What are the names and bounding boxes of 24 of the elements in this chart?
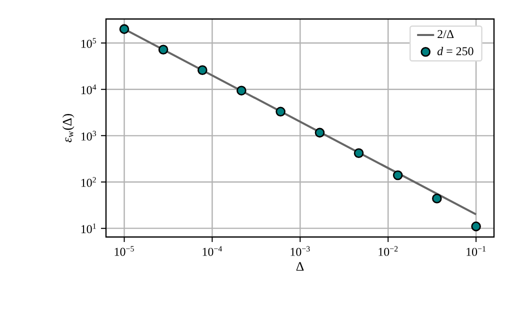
point	[354, 148, 364, 158]
y-tick-label: 10$^{3}$	[81, 130, 96, 141]
x-tick-label: 10$^{−5}$	[114, 246, 134, 256]
x-tick-label: 10$^{−4}$	[202, 246, 222, 256]
x-tick-label: 10$^{−1}$	[466, 246, 486, 256]
y-tick-label: 10$^{2}$	[81, 177, 96, 187]
legend-label: d = 250	[437, 46, 474, 56]
x-axis-title: Δ	[296, 262, 304, 271]
point	[471, 222, 481, 232]
x-tick-label: 10$^{−2}$	[378, 246, 398, 256]
point	[432, 194, 442, 204]
x-tick-label: 10$^{−3}$	[290, 246, 310, 256]
point	[198, 65, 208, 76]
y-tick-label: 10$^{5}$	[81, 38, 96, 48]
point	[314, 128, 325, 138]
y-tick-label: 10$^{1}$	[81, 223, 96, 234]
point	[119, 24, 130, 34]
y-tick-label: 10$^{4}$	[81, 84, 96, 94]
y-axis-title: ε$_{w}$(Δ)	[62, 114, 74, 142]
point	[276, 106, 286, 117]
point	[392, 170, 403, 180]
point	[158, 44, 168, 55]
legend-label: 2/Δ	[438, 30, 454, 38]
point	[236, 86, 246, 96]
